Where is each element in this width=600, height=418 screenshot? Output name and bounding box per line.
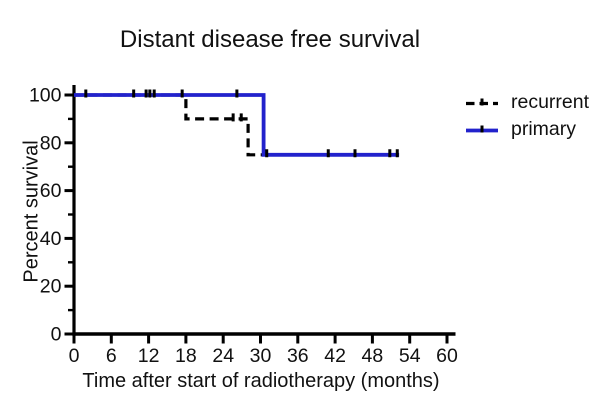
y-tick-label: 100 [29,85,62,107]
x-tick-label: 54 [399,345,421,367]
x-tick-label: 18 [175,345,197,367]
y-tick-label: 60 [40,180,62,202]
dashed-line-icon [466,98,498,105]
series-lines [74,93,400,157]
axes: 0 20 40 60 80 100 0 6 12 18 24 30 36 42 48 54 60 [29,85,458,368]
x-tick-label: 36 [287,345,309,367]
x-tick-label: 6 [106,345,117,367]
y-tick-label: 80 [40,132,62,154]
series-line-recurrent [74,93,270,157]
x-tick-label: 48 [362,345,384,367]
series-line-primary [74,93,400,157]
legend-label-primary: primary [511,118,577,140]
censor-marks [84,89,399,158]
legend-item-primary: primary [465,116,589,143]
y-tick-label: 40 [40,228,62,250]
chart-title: Distant disease free survival [119,26,421,53]
x-axis-label: Time after start of radiotherapy (months… [82,370,440,392]
x-tick-label: 42 [324,345,346,367]
x-tick-label: 60 [436,345,458,367]
x-tick-label: 30 [250,345,272,367]
y-tick-label: 20 [40,276,62,298]
y-tick-label: 0 [51,324,62,346]
legend-item-recurrent: recurrent [465,89,589,116]
legend-label-recurrent: recurrent [511,91,590,113]
solid-line-icon [466,125,498,132]
x-tick-label: 24 [212,345,234,367]
x-tick-label: 0 [69,345,80,367]
y-axis-label: Percent survival [20,140,43,283]
x-tick-label: 12 [138,345,160,367]
legend: recurrent primary [465,89,589,143]
